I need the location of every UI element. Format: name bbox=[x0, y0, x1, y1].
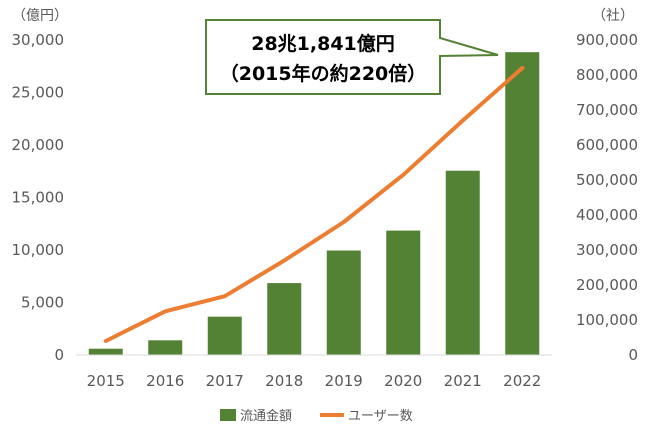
right-tick-label: 800,000 bbox=[576, 66, 638, 84]
x-tick-label: 2022 bbox=[503, 372, 541, 390]
legend-label-bar: 流通金額 bbox=[240, 408, 292, 424]
bar-2021 bbox=[445, 170, 480, 355]
callout-line-1: 28兆1,841億円 bbox=[251, 32, 395, 55]
left-tick-label: 25,000 bbox=[12, 84, 65, 102]
right-tick-label: 500,000 bbox=[576, 171, 638, 189]
right-tick-label: 900,000 bbox=[576, 31, 638, 49]
right-axis-unit-label: （社） bbox=[592, 8, 634, 24]
legend: 流通金額 ユーザー数 bbox=[220, 408, 413, 424]
callout: 28兆1,841億円 （2015年の約220倍） bbox=[205, 19, 499, 95]
bar-2020 bbox=[386, 230, 421, 355]
x-tick-label: 2020 bbox=[384, 372, 422, 390]
legend-swatch-bar bbox=[220, 409, 236, 421]
right-tick-label: 700,000 bbox=[576, 101, 638, 119]
bar-series bbox=[88, 52, 540, 356]
right-tick-label: 100,000 bbox=[576, 311, 638, 329]
right-tick-label: 600,000 bbox=[576, 136, 638, 154]
left-tick-label: 10,000 bbox=[12, 241, 65, 259]
x-tick-label: 2018 bbox=[265, 372, 303, 390]
bar-2016 bbox=[148, 340, 183, 355]
bar-2022 bbox=[505, 52, 540, 356]
right-axis: 0 100,000 200,000 300,000 400,000 500,000 600,… bbox=[576, 31, 638, 364]
left-tick-label: 15,000 bbox=[12, 189, 65, 207]
right-tick-label: 300,000 bbox=[576, 241, 638, 259]
legend-label-line: ユーザー数 bbox=[348, 409, 413, 424]
callout-line-2: （2015年の約220倍） bbox=[220, 62, 427, 85]
right-tick-label: 400,000 bbox=[576, 206, 638, 224]
right-tick-label: 200,000 bbox=[576, 276, 638, 294]
x-axis: 2015 2016 2017 2018 2019 2020 2021 2022 bbox=[76, 354, 552, 390]
user-count-line bbox=[103, 66, 525, 343]
left-tick-label: 20,000 bbox=[12, 136, 65, 154]
left-tick-label: 5,000 bbox=[21, 294, 64, 312]
x-tick-label: 2021 bbox=[444, 372, 482, 390]
left-axis-unit-label: （億円） bbox=[12, 8, 68, 24]
x-tick-label: 2017 bbox=[206, 372, 244, 390]
bar-2019 bbox=[326, 250, 361, 355]
left-tick-label: 0 bbox=[54, 346, 64, 364]
bar-2018 bbox=[267, 283, 302, 355]
bar-2017 bbox=[207, 316, 242, 355]
left-axis: 0 5,000 10,000 15,000 20,000 25,000 30,000 bbox=[12, 31, 65, 364]
line-series bbox=[103, 66, 525, 343]
right-tick-label: 0 bbox=[628, 346, 638, 364]
left-tick-label: 30,000 bbox=[12, 31, 65, 49]
x-tick-label: 2015 bbox=[87, 372, 125, 390]
x-tick-label: 2016 bbox=[146, 372, 184, 390]
callout-box bbox=[205, 19, 499, 95]
x-tick-label: 2019 bbox=[325, 372, 363, 390]
bar-2015 bbox=[88, 348, 123, 355]
